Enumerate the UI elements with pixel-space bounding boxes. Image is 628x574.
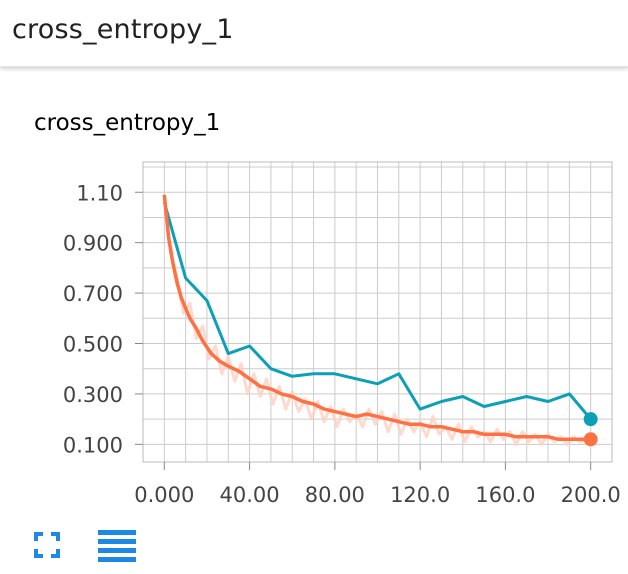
fullscreen-icon-graphic <box>34 532 60 558</box>
series-train-endpoint <box>583 432 598 447</box>
x-tick-label: 0.000 <box>134 483 194 507</box>
series-eval-line <box>162 201 592 421</box>
y-tick-label: 0.900 <box>63 232 123 256</box>
series-train-line <box>162 194 591 442</box>
x-tick-label: 120.0 <box>390 483 450 507</box>
y-tick-label: 0.300 <box>63 383 123 407</box>
x-tick-label: 200.0 <box>561 483 621 507</box>
header-title: cross_entropy_1 <box>12 14 234 45</box>
chart-card-title: cross_entropy_1 <box>34 110 221 136</box>
y-tick-label: 0.500 <box>63 333 123 357</box>
menu-lines-icon-graphic <box>98 530 136 562</box>
app-header: cross_entropy_1 <box>0 0 628 67</box>
x-tick-label: 80.00 <box>305 483 365 507</box>
y-tick-label: 0.700 <box>63 282 123 306</box>
x-tick-label: 160.0 <box>475 483 535 507</box>
x-tick-label: 40.00 <box>220 483 280 507</box>
fullscreen-icon[interactable] <box>32 530 62 560</box>
y-tick-label: 0.100 <box>63 433 123 457</box>
y-tick-label: 1.10 <box>76 181 123 205</box>
series-eval-endpoint <box>583 412 598 427</box>
plot-frame <box>142 161 613 463</box>
menu-lines-icon[interactable] <box>98 530 136 562</box>
